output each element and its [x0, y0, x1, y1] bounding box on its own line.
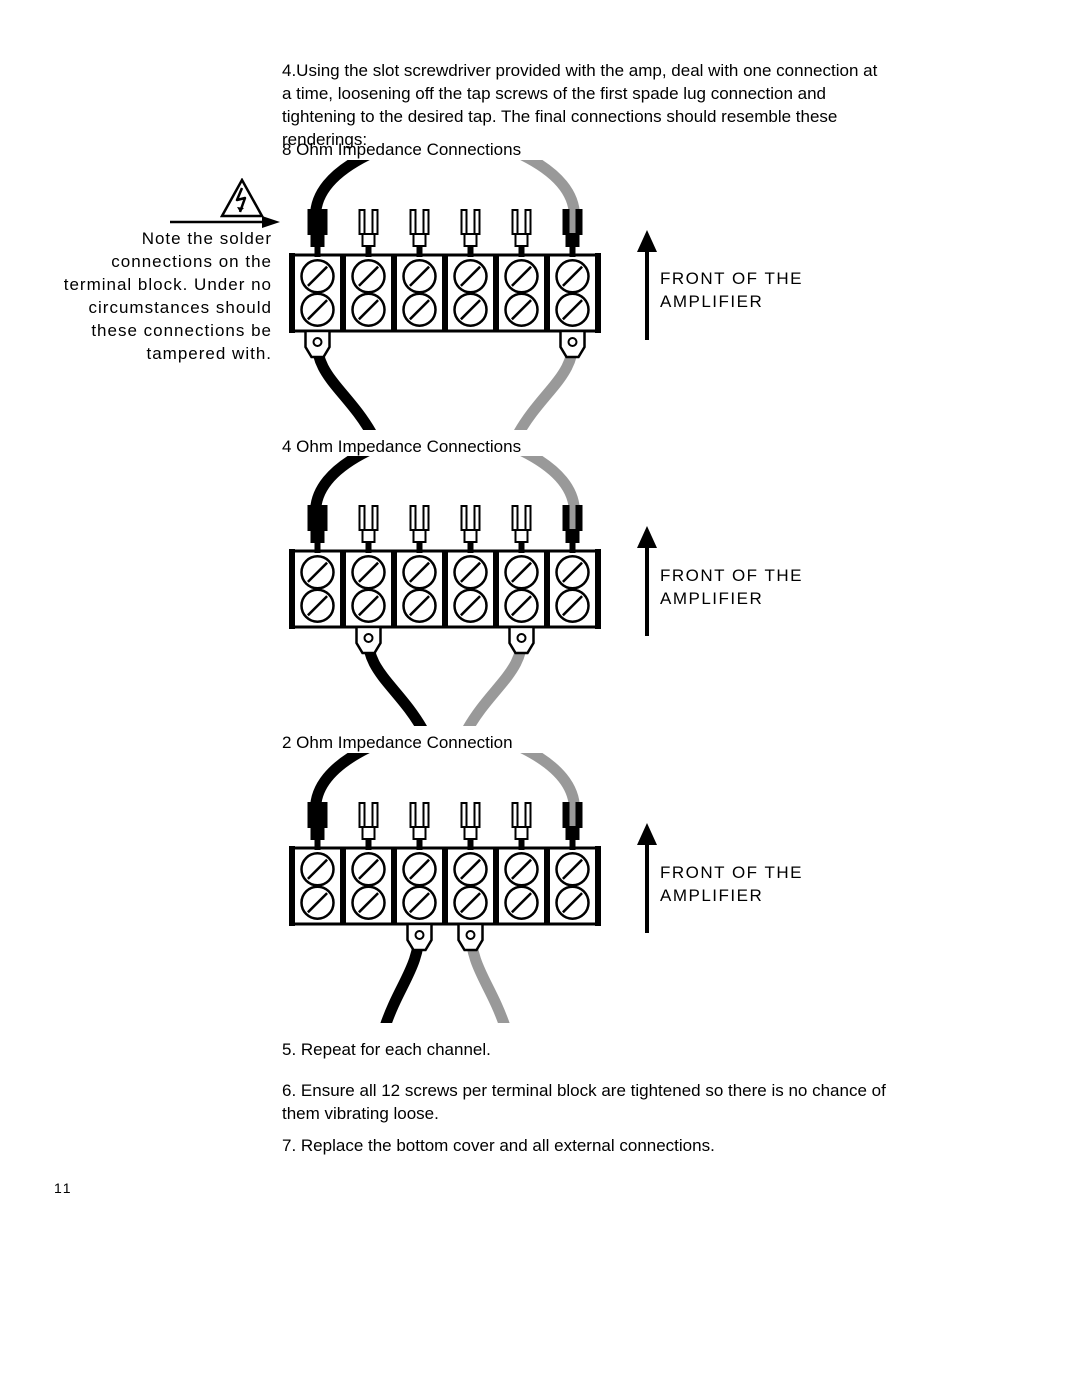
step-5: 5. Repeat for each channel. [282, 1040, 902, 1060]
caption-4ohm: 4 Ohm Impedance Connections [282, 437, 521, 457]
front-label-2ohm: FRONT OF THE AMPLIFIER [660, 862, 860, 908]
step-7: 7. Replace the bottom cover and all exte… [282, 1136, 902, 1156]
step-6: 6. Ensure all 12 screws per terminal blo… [282, 1080, 902, 1126]
caption-2ohm: 2 Ohm Impedance Connection [282, 733, 513, 753]
front-label-8ohm: FRONT OF THE AMPLIFIER [660, 268, 860, 314]
intro-text: 4.Using the slot screwdriver provided wi… [282, 60, 882, 152]
page-number: 11 [54, 1180, 73, 1196]
caption-8ohm: 8 Ohm Impedance Connections [282, 140, 521, 160]
front-label-4ohm: FRONT OF THE AMPLIFIER [660, 565, 860, 611]
solder-note: Note the solder connections on the termi… [60, 228, 272, 366]
